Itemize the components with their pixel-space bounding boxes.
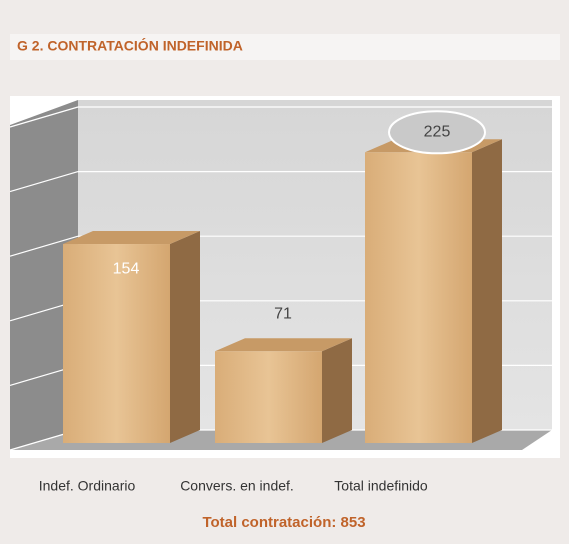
value-label: 71 xyxy=(274,305,292,322)
chart-title: G 2. CONTRATACIÓN INDEFINIDA xyxy=(17,37,243,54)
bar xyxy=(63,244,170,443)
bar-side xyxy=(472,139,502,444)
annotation: Total contratación: 853 xyxy=(202,514,365,531)
x-tick-label: Indef. Ordinario xyxy=(39,478,136,494)
bar-side xyxy=(170,231,200,443)
bar-top xyxy=(215,338,352,352)
side-wall xyxy=(10,100,78,450)
bar-top xyxy=(63,231,200,245)
side-grid-line xyxy=(9,106,79,128)
value-label-bubble xyxy=(388,110,486,155)
value-label: 154 xyxy=(113,260,140,277)
x-tick-label: Total indefinido xyxy=(334,478,428,494)
bar-side xyxy=(322,338,352,443)
bar xyxy=(365,152,472,444)
bar xyxy=(215,351,322,443)
x-tick-label: Convers. en indef. xyxy=(180,478,294,494)
side-grid-line xyxy=(9,171,79,193)
side-grid-line xyxy=(9,235,79,257)
value-label: 225 xyxy=(424,124,451,141)
title-bar xyxy=(10,34,560,60)
